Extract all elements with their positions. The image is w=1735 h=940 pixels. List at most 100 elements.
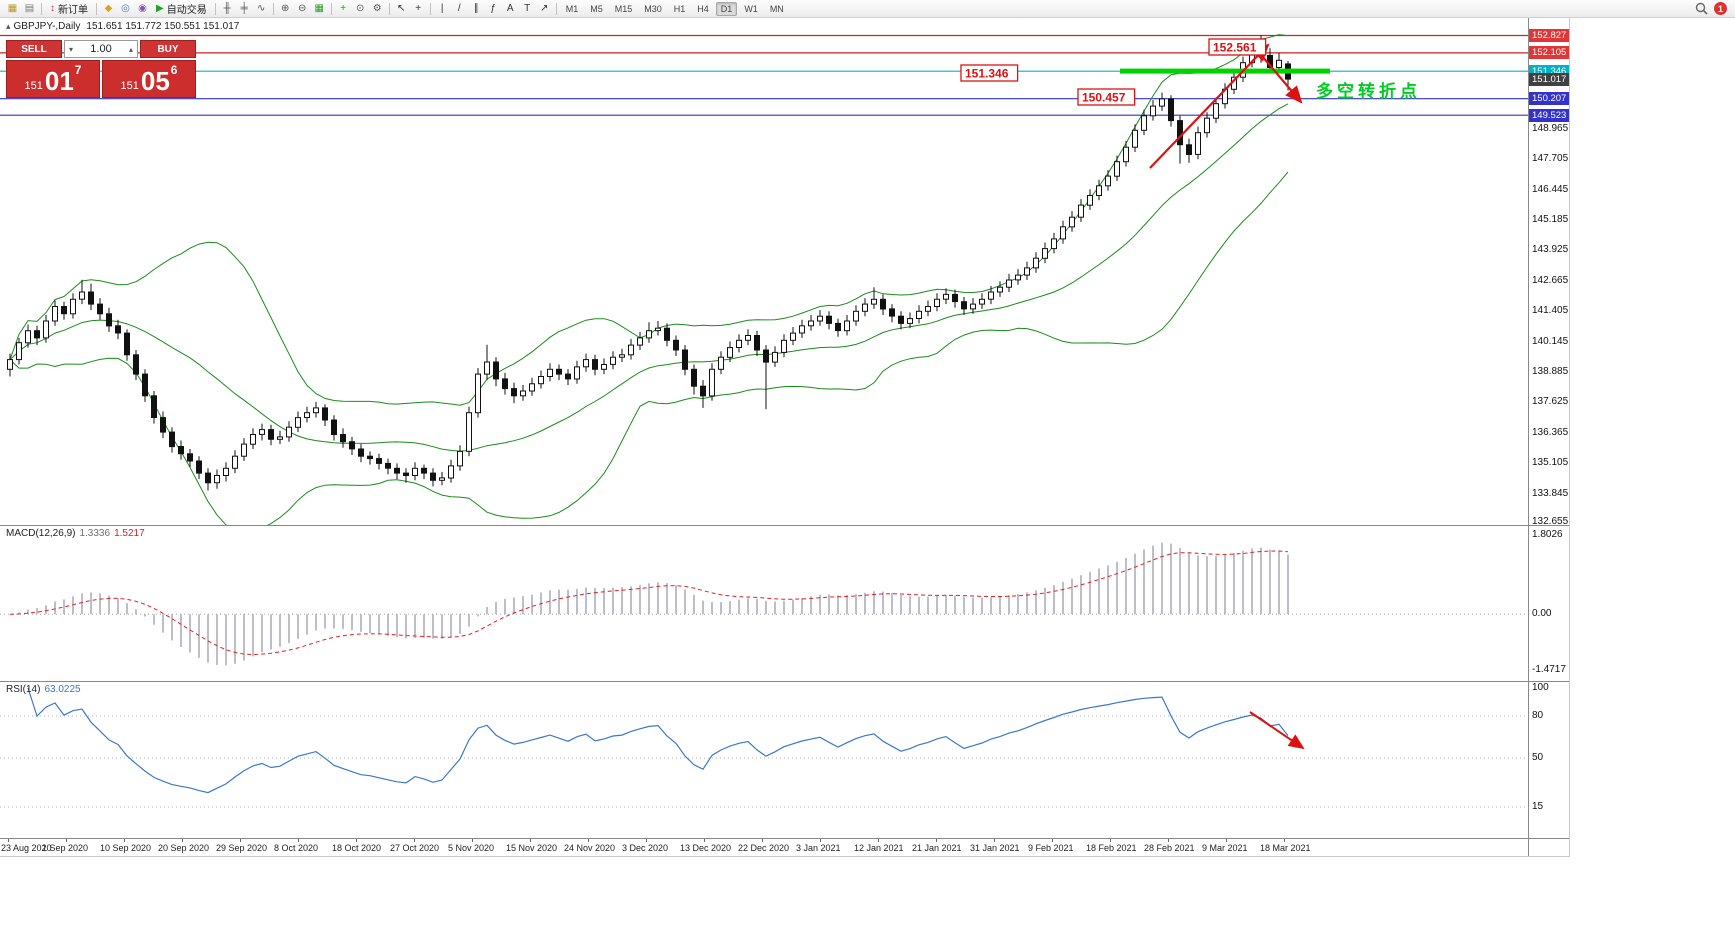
volume-control: ▾ 1.00 ▴ [64, 40, 138, 58]
volume-input[interactable]: 1.00 [90, 43, 112, 55]
date-label: 18 Feb 2021 [1086, 843, 1137, 853]
rsi-down-arrow[interactable] [1249, 711, 1305, 750]
charts-grid-icon[interactable]: ▦ [7, 3, 18, 14]
bar-chart-icon[interactable]: ╫ [223, 3, 231, 14]
arrows-tool-icon[interactable]: ↗ [540, 3, 549, 14]
chart-settings-icon[interactable]: ⚙ [372, 3, 382, 14]
strategy-tester-icon[interactable]: ◎ [121, 3, 130, 14]
vertical-line-tool-icon[interactable]: | [440, 3, 444, 14]
sell-button[interactable]: SELL [6, 40, 62, 58]
date-tick [472, 839, 473, 842]
rsi-axis-value: 50 [1532, 752, 1544, 763]
price-tick: 138.885 [1532, 366, 1569, 377]
search-icon[interactable] [1695, 2, 1708, 15]
date-tick [936, 839, 937, 842]
timeframe-d1[interactable]: D1 [715, 1, 738, 16]
text-tool-icon[interactable]: A [506, 3, 514, 14]
date-tick [762, 839, 763, 842]
toolbar: ▦ ▤ ↕ 新订单 ◆ ◎ ◉ ▶ 自动交易 ╫ ╪ ∿ ⊕ ⊖ ▦ + ⊙ ⚙ ↖ + | / ∥ ƒ A T ↗ M1 M5 M15 M… [0, 0, 1735, 18]
volume-decrease-button[interactable]: ▾ [68, 44, 73, 54]
rsi-axis-value: 15 [1532, 801, 1544, 812]
toolbar-separator [330, 2, 332, 15]
fibonacci-tool-icon[interactable]: ƒ [490, 3, 496, 14]
date-tick [8, 839, 9, 842]
date-label: 13 Dec 2020 [680, 843, 732, 853]
zoom-in-icon[interactable]: ⊕ [281, 3, 290, 14]
symbol-period: GBPJPY-,Daily [13, 21, 81, 32]
notification-badge[interactable]: 1 [1714, 2, 1727, 15]
trendline-tool-icon[interactable]: / [457, 3, 461, 14]
macd-pane[interactable]: MACD(12,26,9) 1.3336 1.5217 1.8026 0.00 -1.4… [0, 525, 1569, 681]
price-tag: 152.105 [1529, 46, 1569, 59]
terminal-icon[interactable]: ◉ [138, 3, 147, 14]
sell-price-display[interactable]: 151 01 7 [6, 60, 100, 98]
chart-title: ▴ GBPJPY-,Daily 151.651 151.772 150.551 15… [6, 21, 245, 32]
buy-button[interactable]: BUY [140, 40, 196, 58]
price-tick: 146.445 [1532, 184, 1569, 195]
trend-arrow[interactable] [1149, 43, 1270, 169]
price-annotation-box[interactable] [1077, 88, 1136, 106]
toolbar-separator [272, 2, 274, 15]
price-tag: 149.523 [1529, 109, 1569, 122]
crosshair-tool-icon[interactable]: + [415, 3, 422, 14]
timeframe-m1[interactable]: M1 [565, 3, 579, 14]
date-label: 10 Sep 2020 [100, 843, 152, 853]
channel-tool-icon[interactable]: ∥ [473, 3, 479, 14]
trend-arrow[interactable] [1261, 55, 1303, 104]
date-label: 1 Sep 2020 [42, 843, 89, 853]
date-label: 18 Oct 2020 [332, 843, 382, 853]
main-chart-pane[interactable]: 152.561 151.346 150.457 多空转折点 [0, 18, 1528, 525]
date-tick [704, 839, 705, 842]
new-order-button[interactable]: ↕ 新订单 [50, 3, 88, 16]
line-chart-icon[interactable]: ∿ [257, 3, 266, 14]
indicators-icon[interactable]: + [340, 3, 347, 14]
timeframe-mn[interactable]: MN [769, 3, 784, 14]
macd-label: MACD(12,26,9) 1.3336 1.5217 [6, 528, 145, 539]
macd-axis-value: 0.00 [1532, 608, 1552, 619]
text-label-tool-icon[interactable]: T [524, 3, 531, 14]
timeframe-h4[interactable]: H4 [697, 3, 709, 14]
autotrade-button[interactable]: ▶ 自动交易 [156, 3, 207, 16]
toolbar-separator [429, 2, 431, 15]
panel-collapse-icon[interactable]: ▴ [6, 21, 11, 31]
candlestick-chart-icon[interactable]: ╪ [240, 3, 248, 14]
ohlc-values: 151.651 151.772 150.551 151.017 [86, 21, 240, 32]
price-axis[interactable]: 148.965 147.705 146.445 145.185 143.925 142.6… [1529, 18, 1569, 527]
date-tick [66, 839, 67, 842]
date-label: 9 Feb 2021 [1028, 843, 1074, 853]
date-tick [414, 839, 415, 842]
date-axis[interactable]: 23 Aug 2020 1 Sep 2020 10 Sep 2020 20 Sep 2… [0, 838, 1569, 856]
date-label: 18 Mar 2021 [1260, 843, 1311, 853]
buy-price-display[interactable]: 151 05 6 [102, 60, 196, 98]
price-tick: 136.365 [1532, 427, 1569, 438]
date-tick [1168, 839, 1169, 842]
date-tick [1284, 839, 1285, 842]
price-tick: 143.925 [1532, 244, 1569, 255]
turning-point-note[interactable]: 多空转折点 [1316, 81, 1421, 101]
price-tick: 148.965 [1532, 123, 1569, 134]
buy-price-pip: 6 [170, 63, 178, 77]
price-annotation-box[interactable] [960, 64, 1019, 82]
price-annotation-box[interactable] [1208, 38, 1267, 56]
sell-price-prefix: 151 [24, 80, 43, 92]
price-tick: 133.845 [1532, 488, 1569, 499]
toolbar-separator [41, 2, 42, 15]
metaeditor-icon[interactable]: ◆ [104, 3, 113, 14]
new-chart-icon[interactable]: ▤ [24, 3, 35, 14]
zoom-out-icon[interactable]: ⊖ [298, 3, 307, 14]
periods-icon[interactable]: ⊙ [356, 3, 365, 14]
timeframe-m5[interactable]: M5 [590, 3, 603, 14]
timeframe-m15[interactable]: M15 [614, 3, 633, 14]
rsi-axis: 100 80 50 15 [1529, 682, 1569, 838]
support-zone-line[interactable] [1120, 68, 1330, 74]
timeframe-m30[interactable]: M30 [644, 3, 662, 14]
date-tick [994, 839, 995, 842]
date-label: 27 Oct 2020 [390, 843, 440, 853]
bollinger-lower-band [9, 171, 1289, 525]
tile-windows-icon[interactable]: ▦ [314, 3, 324, 14]
timeframe-h1[interactable]: H1 [673, 3, 686, 14]
rsi-pane[interactable]: RSI(14) 63.0225 100 80 50 15 [0, 681, 1569, 838]
timeframe-w1[interactable]: W1 [744, 3, 758, 14]
cursor-tool-icon[interactable]: ↖ [397, 3, 406, 14]
price-tick: 135.105 [1532, 457, 1569, 468]
